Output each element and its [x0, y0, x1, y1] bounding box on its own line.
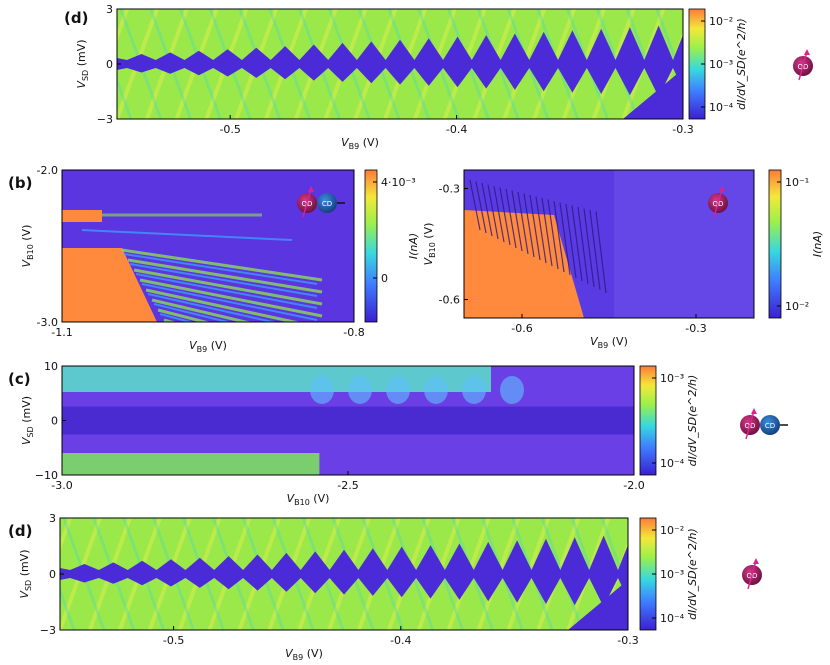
schematic-qd-cd: QDCD	[740, 408, 788, 440]
x-tick-label: -1.1	[51, 326, 72, 339]
colorbar-label: dI/dV_SD(e^2/h)	[686, 375, 699, 467]
x-tick-label: -0.8	[343, 326, 364, 339]
plot-frame	[61, 169, 355, 323]
colorbar-tick-label: 4·10⁻³	[381, 176, 416, 189]
spin-arrow-icon	[713, 188, 723, 218]
schematic-qd: QD	[793, 49, 813, 81]
y-axis-label: VSD (mV)	[20, 396, 35, 445]
colorbar-tick-label: 10⁻¹	[785, 176, 809, 189]
plot-frame	[463, 169, 755, 319]
colorbar-tick-label: 10⁻²	[709, 15, 733, 28]
colorbar-tick-label: 10⁻⁴	[709, 101, 734, 114]
y-tick-label: 3	[106, 3, 113, 16]
cd-dot	[760, 415, 780, 435]
schematic-qd: QD	[742, 558, 762, 590]
panel-letter: (b)	[8, 174, 32, 192]
x-tick-label: -0.3	[685, 322, 706, 335]
panel-letter: (d)	[64, 9, 88, 27]
y-label-text: VB10 (V)	[20, 225, 35, 268]
y-tick-label: 3	[49, 512, 56, 525]
x-label-text: VB9 (V)	[189, 339, 227, 354]
colorbar-label: dI/dV_SD(e^2/h)	[686, 528, 699, 620]
x-axis-label: VB9 (V)	[341, 136, 379, 151]
x-tick-label: -2.5	[337, 479, 358, 492]
colorbar-tick-label: 10⁻³	[660, 372, 684, 385]
coulomb-diamonds-region	[117, 25, 683, 97]
panel-b_left: -1.1 -0.8 -2.0 -3.0 VB9 (V) VB10 (V) 4·10⁻³ 0 I(…	[8, 164, 420, 354]
x-tick-label: -0.5	[163, 634, 184, 647]
x-tick-label: -0.4	[390, 634, 411, 647]
x-label-text: VB10 (V)	[287, 492, 330, 507]
y-tick-label: -0.6	[439, 294, 460, 307]
x-axis-label: VB9 (V)	[590, 335, 628, 350]
schematic-qd: QD	[708, 186, 728, 218]
colorbar-label: I(nA)	[811, 231, 824, 257]
heatmap-c	[62, 366, 634, 475]
coulomb-diamonds-region	[60, 535, 628, 607]
cd-dot	[317, 193, 337, 213]
colorbar-tick-label: 10⁻⁴	[660, 457, 685, 470]
y-label-text: VB10 (V)	[422, 223, 437, 266]
panel-d_top: -0.5 -0.4 -0.3 −3 0 3 VB9 (V) VSD (mV) 10⁻² 10⁻³ 1…	[64, 3, 748, 151]
y-tick-label: 10	[44, 360, 58, 373]
x-tick-label: -0.6	[511, 322, 532, 335]
x-tick-label: -0.5	[219, 123, 240, 136]
heatmap-d_bottom	[60, 518, 628, 630]
y-label-text: VSD (mV)	[75, 39, 90, 88]
spin-arrow-icon	[745, 410, 755, 440]
y-axis-label: VB10 (V)	[422, 223, 437, 266]
panel-b_right: -0.6 -0.3 -0.3 -0.6 VB9 (V) VB10 (V) 10⁻¹ 10⁻² I…	[422, 169, 824, 350]
colorbar-tick-label: 10⁻⁴	[660, 612, 685, 625]
y-axis-label: VSD (mV)	[18, 549, 33, 598]
x-label-text: VB9 (V)	[285, 647, 323, 662]
x-tick-label: -2.0	[623, 479, 644, 492]
spin-arrow-icon	[747, 560, 757, 590]
y-label-text: VSD (mV)	[18, 549, 33, 598]
colorbar-tick-label: 10⁻³	[660, 568, 684, 581]
spin-arrow-icon	[302, 188, 312, 218]
heatmap-b_right	[464, 170, 754, 318]
x-label-text: VB9 (V)	[590, 335, 628, 350]
panel-letter: (d)	[8, 522, 32, 540]
colorbar-tick-label: 0	[381, 272, 388, 285]
panel-letter: (c)	[8, 370, 31, 388]
x-tick-label: -0.4	[446, 123, 467, 136]
colorbar	[639, 365, 657, 476]
y-tick-label: -2.0	[37, 164, 58, 177]
spin-arrow-icon	[798, 51, 808, 81]
colorbar-tick-label: 10⁻³	[709, 58, 733, 71]
colorbar-label: dI/dV_SD(e^2/h)	[735, 18, 748, 110]
panel-d_bottom: -0.5 -0.4 -0.3 3 0 −3 VB9 (V) VSD (mV) 10⁻² 10⁻³ 1…	[8, 512, 699, 662]
colorbar	[768, 169, 782, 319]
y-tick-label: 0	[49, 568, 56, 581]
y-tick-label: 0	[106, 58, 113, 71]
y-label-text: VSD (mV)	[20, 396, 35, 445]
y-tick-label: −3	[40, 624, 56, 637]
colorbar-label: I(nA)	[407, 233, 420, 259]
x-axis-label: VB10 (V)	[287, 492, 330, 507]
colorbar-tick-label: 10⁻²	[785, 300, 809, 313]
y-tick-label: 0	[51, 415, 58, 428]
y-tick-label: −10	[35, 469, 58, 482]
x-axis-label: VB9 (V)	[189, 339, 227, 354]
colorbar-tick-label: 10⁻²	[660, 524, 684, 537]
x-label-text: VB9 (V)	[341, 136, 379, 151]
x-tick-label: -3.0	[51, 479, 72, 492]
x-tick-label: -0.3	[672, 123, 693, 136]
y-axis-label: VB10 (V)	[20, 225, 35, 268]
panel-c: -3.0 -2.5 -2.0 10 0 −10 VB10 (V) VSD (mV) 10⁻³ 10…	[8, 360, 699, 507]
y-tick-label: −3	[97, 113, 113, 126]
colorbar	[364, 169, 378, 323]
cd-label: CD	[322, 200, 332, 208]
x-axis-label: VB9 (V)	[285, 647, 323, 662]
x-tick-label: -0.3	[617, 634, 638, 647]
y-axis-label: VSD (mV)	[75, 39, 90, 88]
y-tick-label: -3.0	[37, 316, 58, 329]
y-tick-label: -0.3	[439, 183, 460, 196]
cd-label: CD	[765, 422, 775, 430]
schematic-qd-cd: QDCD	[297, 186, 345, 218]
heatmap-d_top	[117, 9, 683, 119]
